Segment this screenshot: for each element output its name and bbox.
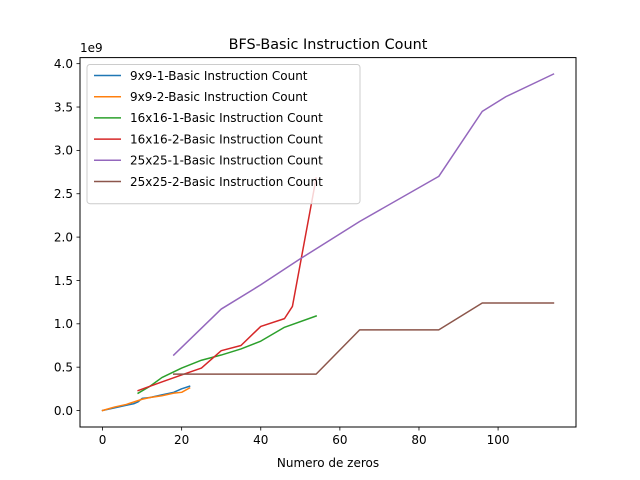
y-tick-label: 4.0 xyxy=(54,57,73,71)
y-tick-label: 0.0 xyxy=(54,404,73,418)
legend-label: 16x16-1-Basic Instruction Count xyxy=(130,111,323,125)
x-axis-label: Numero de zeros xyxy=(277,456,379,470)
chart-title: BFS-Basic Instruction Count xyxy=(229,37,428,53)
legend-label: 25x25-1-Basic Instruction Count xyxy=(130,154,323,168)
y-tick-label: 3.5 xyxy=(54,100,73,114)
y-axis: 0.0 0.5 1.0 1.5 2.0 2.5 3.0 3.5 4.0 xyxy=(54,57,80,418)
y-tick-label: 2.5 xyxy=(54,187,73,201)
series-line-0 xyxy=(101,385,191,412)
y-tick-label: 3.0 xyxy=(54,144,73,158)
legend: 9x9-1-Basic Instruction Count 9x9-2-Basic… xyxy=(86,64,361,205)
x-tick-label: 100 xyxy=(487,433,510,447)
legend-label: 25x25-2-Basic Instruction Count xyxy=(130,175,323,189)
series-line-2 xyxy=(137,315,318,395)
x-tick-label: 60 xyxy=(332,433,347,447)
y-tick-label: 1.0 xyxy=(54,317,73,331)
x-tick-label: 80 xyxy=(411,433,426,447)
y-tick-label: 2.0 xyxy=(54,230,73,244)
legend-label: 9x9-2-Basic Instruction Count xyxy=(130,90,308,104)
legend-label: 16x16-2-Basic Instruction Count xyxy=(130,132,323,146)
plot-frame xyxy=(79,57,577,428)
x-axis: 0 20 40 60 80 100 xyxy=(99,427,510,447)
series-line-4 xyxy=(172,73,555,357)
series-line-5 xyxy=(172,302,555,375)
x-tick-label: 20 xyxy=(174,433,189,447)
x-tick-label: 0 xyxy=(99,433,107,447)
x-tick-label: 40 xyxy=(253,433,268,447)
y-tick-label: 0.5 xyxy=(54,360,73,374)
series-line-3 xyxy=(137,177,318,392)
series-line-1 xyxy=(101,386,191,412)
y-tick-label: 1.5 xyxy=(54,274,73,288)
y-offset-label: 1e9 xyxy=(80,41,103,55)
legend-box xyxy=(86,64,361,205)
plot-marks xyxy=(101,73,555,412)
legend-label: 9x9-1-Basic Instruction Count xyxy=(130,69,308,83)
